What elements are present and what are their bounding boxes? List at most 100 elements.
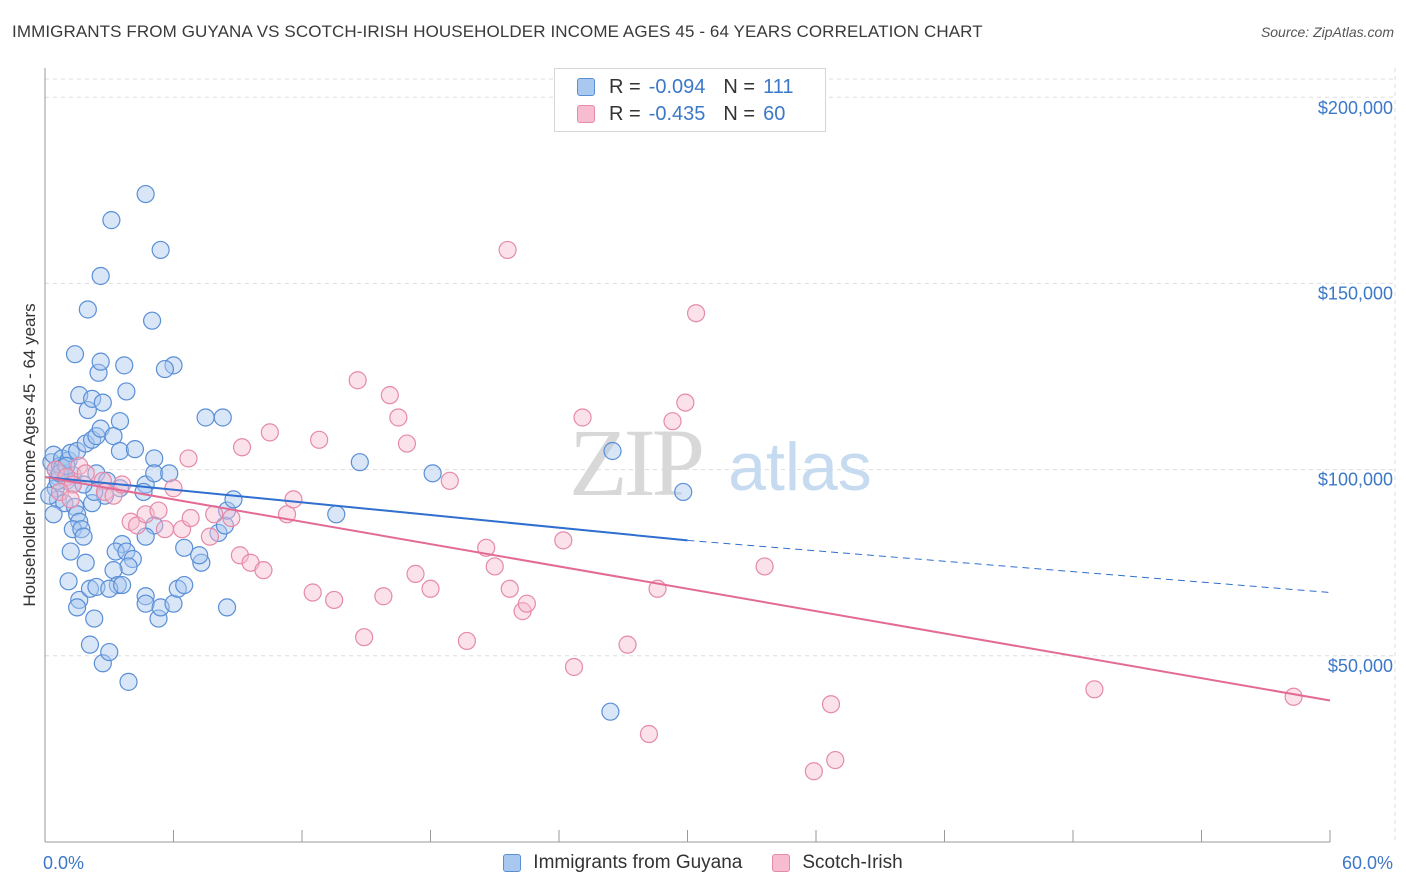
point-scotch-irish [821, 695, 841, 714]
point-scotch-irish [284, 490, 303, 509]
point-scotch-irish [232, 438, 252, 457]
point-scotch-irish [639, 724, 659, 744]
point-guyana [190, 546, 209, 565]
point-guyana [40, 486, 59, 505]
point-scotch-irish [50, 482, 70, 502]
legend-n-label: N = [723, 102, 756, 125]
point-guyana [76, 553, 95, 572]
legend-r-label: R = [609, 102, 641, 125]
point-scotch-irish [380, 386, 399, 405]
point-scotch-irish [498, 240, 517, 260]
point-guyana [59, 572, 78, 591]
legend-label-scotch-irish: Scotch-Irish [802, 852, 903, 873]
legend-item-guyana[interactable]: Immigrants from Guyana [503, 852, 742, 874]
watermark-zip: ZIP [569, 409, 702, 516]
point-scotch-irish [149, 501, 168, 520]
legend-n-value: 60 [763, 102, 786, 125]
tick-labels: $50,000 $100,000 $150,000 $200,000 0.0% 60.0% [43, 98, 1393, 873]
y-tick-label: $150,000 [1318, 283, 1393, 303]
point-guyana [68, 598, 87, 617]
point-guyana [175, 538, 194, 557]
legend-label-guyana: Immigrants from Guyana [533, 852, 743, 873]
y-tick-label: $100,000 [1318, 470, 1393, 490]
point-scotch-irish [310, 430, 329, 449]
grid-lines [45, 68, 1396, 842]
trend-line-guyana-extension [687, 539, 1331, 594]
point-scotch-irish [406, 564, 425, 583]
point-scotch-irish [230, 546, 249, 565]
legend-swatch-scotch-irish [772, 854, 791, 872]
y-axis-label: Householder Income Ages 45 - 64 years [20, 303, 39, 606]
point-scotch-irish [618, 635, 637, 654]
point-scotch-irish [181, 508, 200, 528]
point-guyana [423, 464, 442, 483]
point-scotch-irish [389, 408, 408, 427]
point-scotch-irish [374, 587, 393, 606]
point-guyana [145, 464, 164, 483]
point-guyana [217, 598, 237, 617]
legend-swatch-guyana [577, 78, 595, 96]
point-scotch-irish [348, 371, 367, 390]
point-scotch-irish [421, 579, 440, 598]
point-guyana [61, 542, 80, 561]
point-scotch-irish [254, 561, 273, 580]
point-guyana [89, 363, 108, 382]
point-guyana [160, 464, 179, 483]
series-legend: Immigrants from Guyana Scotch-Irish [0, 852, 1406, 874]
point-guyana [74, 527, 93, 546]
point-guyana [136, 184, 155, 204]
point-guyana [119, 672, 138, 691]
y-tick-label: $200,000 [1318, 98, 1393, 118]
point-guyana [83, 494, 102, 513]
y-tick-label: $50,000 [1328, 656, 1393, 676]
point-scotch-irish [457, 631, 477, 651]
correlation-legend: R = -0.094 N = 111 R = -0.435 N = 60 [554, 68, 826, 132]
point-guyana [136, 594, 155, 613]
point-guyana [117, 382, 136, 401]
trend-line-guyana [44, 476, 688, 542]
point-guyana [215, 516, 234, 535]
point-guyana [80, 635, 100, 654]
point-scotch-irish [260, 423, 279, 442]
point-guyana [151, 240, 170, 260]
point-guyana [70, 590, 89, 610]
legend-n-label: N = [723, 75, 756, 98]
point-scotch-irish [76, 464, 95, 483]
point-scotch-irish [397, 434, 417, 453]
point-guyana [603, 441, 622, 461]
point-guyana [142, 311, 162, 330]
point-guyana [93, 654, 112, 673]
legend-row-scotch-irish: R = -0.435 N = 60 [577, 102, 785, 126]
series-guyana-points [40, 184, 693, 721]
chart-source: Source: ZipAtlas.com [1260, 24, 1394, 40]
x-tick-label-max: 60.0% [1342, 853, 1393, 873]
point-scotch-irish [554, 531, 573, 550]
legend-item-scotch-irish[interactable]: Scotch-Irish [772, 852, 903, 874]
point-scotch-irish [70, 456, 89, 475]
point-guyana [213, 408, 232, 427]
point-guyana [44, 505, 63, 524]
point-scotch-irish [200, 527, 220, 546]
legend-n-value: 111 [763, 75, 794, 98]
point-guyana [93, 393, 112, 412]
point-scotch-irish [303, 583, 322, 602]
point-guyana [100, 642, 119, 662]
legend-r-label: R = [609, 75, 641, 98]
point-guyana [110, 441, 130, 461]
point-scotch-irish [355, 628, 374, 647]
point-scotch-irish [179, 449, 198, 468]
point-scotch-irish [1284, 687, 1303, 706]
legend-swatch-guyana [503, 854, 522, 872]
point-scotch-irish [500, 579, 519, 598]
point-scotch-irish [222, 508, 241, 528]
point-scotch-irish [564, 657, 584, 677]
legend-swatch-scotch-irish [577, 105, 595, 123]
point-guyana [65, 345, 85, 364]
point-guyana [78, 300, 97, 319]
point-guyana [192, 553, 211, 572]
point-guyana [149, 609, 168, 628]
point-guyana [119, 557, 138, 576]
point-scotch-irish [1085, 680, 1104, 699]
point-guyana [155, 359, 175, 379]
point-guyana [102, 211, 121, 230]
